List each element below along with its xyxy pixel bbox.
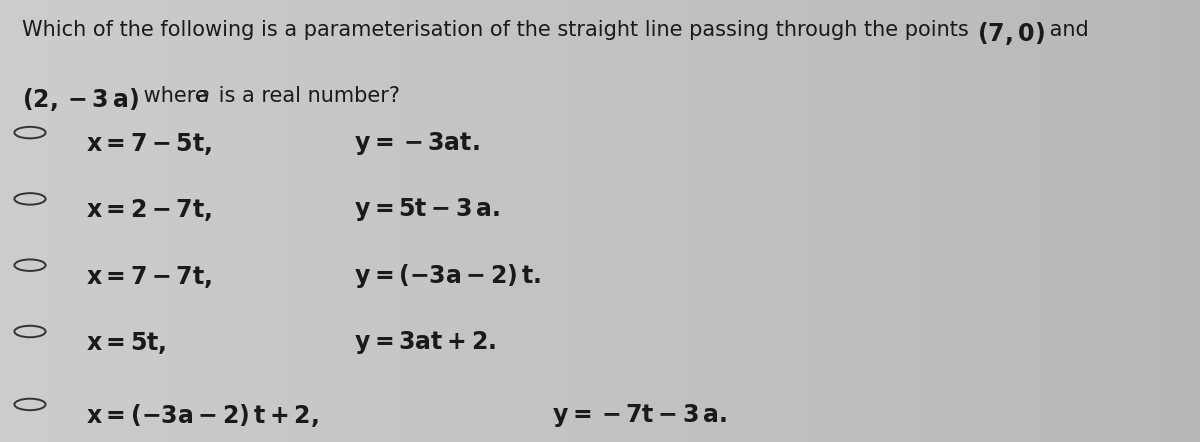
Text: $\mathbf{y = -3at.}$: $\mathbf{y = -3at.}$ bbox=[354, 130, 480, 157]
Text: $\mathbf{x = 2 - 7t,}$: $\mathbf{x = 2 - 7t,}$ bbox=[86, 197, 212, 223]
Text: $\mathbf{y = 3at + 2.}$: $\mathbf{y = 3at + 2.}$ bbox=[354, 329, 496, 356]
Text: $\mathit{a}$: $\mathit{a}$ bbox=[196, 86, 209, 106]
Text: $\mathbf{y = (-3a - 2)\,t.}$: $\mathbf{y = (-3a - 2)\,t.}$ bbox=[354, 262, 541, 290]
Text: $\mathbf{y = 5t - 3\,a.}$: $\mathbf{y = 5t - 3\,a.}$ bbox=[354, 196, 500, 223]
Text: $\mathbf{x = 7 - 5t,}$: $\mathbf{x = 7 - 5t,}$ bbox=[86, 131, 212, 157]
Text: $\mathbf{x = 5t,}$: $\mathbf{x = 5t,}$ bbox=[86, 330, 167, 356]
Text: $\bf{(7,0)}$: $\bf{(7,0)}$ bbox=[977, 20, 1045, 47]
Text: $\bf{(2,-3\,a)}$: $\bf{(2,-3\,a)}$ bbox=[22, 86, 138, 113]
Text: $\mathbf{x = (-3a - 2)\,t + 2,}$: $\mathbf{x = (-3a - 2)\,t + 2,}$ bbox=[86, 402, 319, 429]
Text: is a real number?: is a real number? bbox=[212, 86, 401, 106]
Text: where: where bbox=[137, 86, 214, 106]
Text: $\mathbf{x = 7 - 7t,}$: $\mathbf{x = 7 - 7t,}$ bbox=[86, 263, 212, 290]
Text: $\mathbf{y = -7t - 3\,a.}$: $\mathbf{y = -7t - 3\,a.}$ bbox=[552, 402, 727, 429]
Text: and: and bbox=[1043, 20, 1088, 40]
Text: Which of the following is a parameterisation of the straight line passing throug: Which of the following is a parameterisa… bbox=[22, 20, 968, 40]
